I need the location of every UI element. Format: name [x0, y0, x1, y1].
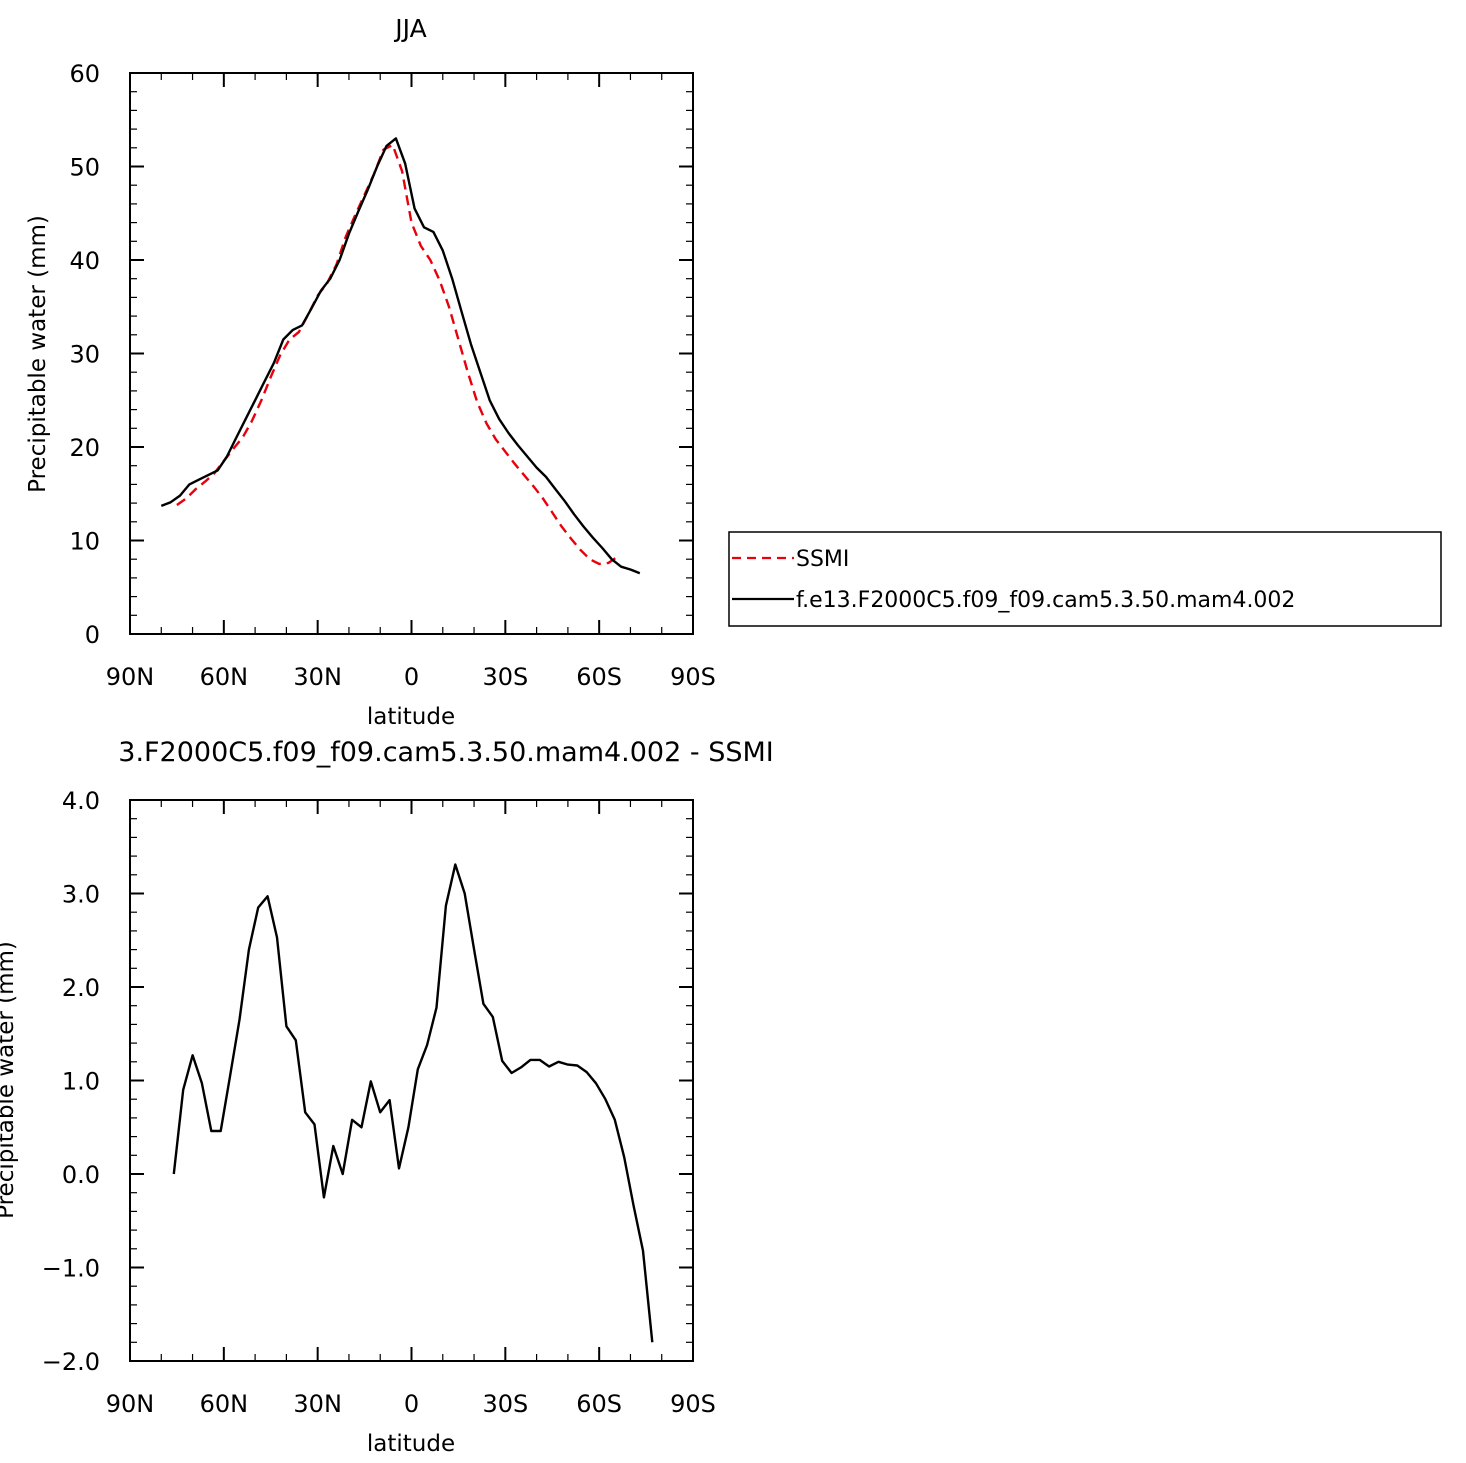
bottom-chart-frame	[129, 799, 694, 1362]
bottom-chart-y-tick-label: 0.0	[62, 1161, 100, 1189]
bottom-chart-y-tick-label: −1.0	[42, 1255, 100, 1283]
top-chart-y-tick-label: 30	[69, 341, 100, 369]
bottom-chart-x-tick-label: 60S	[576, 1390, 622, 1418]
bottom-chart-x-tick-label: 0	[404, 1390, 419, 1418]
top-chart-y-tick-label: 10	[69, 528, 100, 556]
bottom-chart: 3.F2000C5.f09_f09.cam5.3.50.mam4.002 - S…	[0, 737, 774, 1457]
bottom-chart-x-axis-label: latitude	[367, 1431, 455, 1457]
top-chart-ticks: 90N 60N 30N 0 30S 60S 90S 0 10 20 30 40 50 60	[69, 60, 715, 691]
top-chart-series-line-1	[160, 137, 641, 575]
top-chart-x-tick-label: 30S	[482, 663, 528, 691]
bottom-chart-title: 3.F2000C5.f09_f09.cam5.3.50.mam4.002 - S…	[118, 737, 773, 768]
top-chart-x-tick-label: 0	[404, 663, 419, 691]
top-chart-frame	[129, 72, 694, 635]
bottom-chart-series-line-0	[172, 863, 654, 1343]
bottom-chart-y-tick-label: 1.0	[62, 1068, 100, 1096]
top-chart-y-tick-label: 50	[69, 154, 100, 182]
bottom-chart-x-tick-label: 30S	[482, 1390, 528, 1418]
legend: SSMI f.e13.F2000C5.f09_f09.cam5.3.50.mam…	[728, 531, 1442, 627]
bottom-chart-x-tick-label: 90S	[670, 1390, 716, 1418]
top-chart-series	[160, 137, 641, 575]
legend-label-ssmi: SSMI	[796, 547, 849, 572]
top-chart-title: JJA	[393, 14, 426, 43]
top-chart-x-tick-label: 60N	[200, 663, 249, 691]
bottom-chart-y-tick-label: 3.0	[62, 881, 100, 909]
legend-box	[728, 531, 1442, 627]
bottom-chart-y-tick-label: 4.0	[62, 787, 100, 815]
bottom-chart-y-tick-label: 2.0	[62, 974, 100, 1002]
top-chart-y-tick-label: 40	[69, 247, 100, 275]
top-chart: JJA 90N 60N 30N 0 30S 60S 90S 0 10 20 30 40 50 60 lat…	[25, 14, 1442, 730]
top-chart-y-axis-label: Precipitable water (mm)	[25, 215, 51, 493]
legend-label-model: f.e13.F2000C5.f09_f09.cam5.3.50.mam4.002	[796, 588, 1295, 613]
bottom-chart-ticks: 90N 60N 30N 0 30S 60S 90S −2.0 −1.0 0.0 1.0 2.0 3.0 4…	[42, 787, 716, 1418]
bottom-chart-series	[172, 863, 654, 1343]
bottom-chart-y-axis-label: Precipitable water (mm)	[0, 941, 19, 1219]
bottom-chart-x-tick-label: 90N	[106, 1390, 155, 1418]
bottom-chart-y-tick-label: −2.0	[42, 1348, 100, 1376]
top-chart-series-line-0	[176, 143, 619, 566]
top-chart-x-tick-label: 60S	[576, 663, 622, 691]
top-chart-x-axis-label: latitude	[367, 704, 455, 730]
top-chart-x-tick-label: 90N	[106, 663, 155, 691]
bottom-chart-x-tick-label: 60N	[200, 1390, 249, 1418]
top-chart-y-tick-label: 0	[85, 621, 100, 649]
top-chart-y-tick-label: 60	[69, 60, 100, 88]
bottom-chart-x-tick-label: 30N	[293, 1390, 342, 1418]
top-chart-x-tick-label: 30N	[293, 663, 342, 691]
top-chart-x-tick-label: 90S	[670, 663, 716, 691]
top-chart-y-tick-label: 20	[69, 434, 100, 462]
